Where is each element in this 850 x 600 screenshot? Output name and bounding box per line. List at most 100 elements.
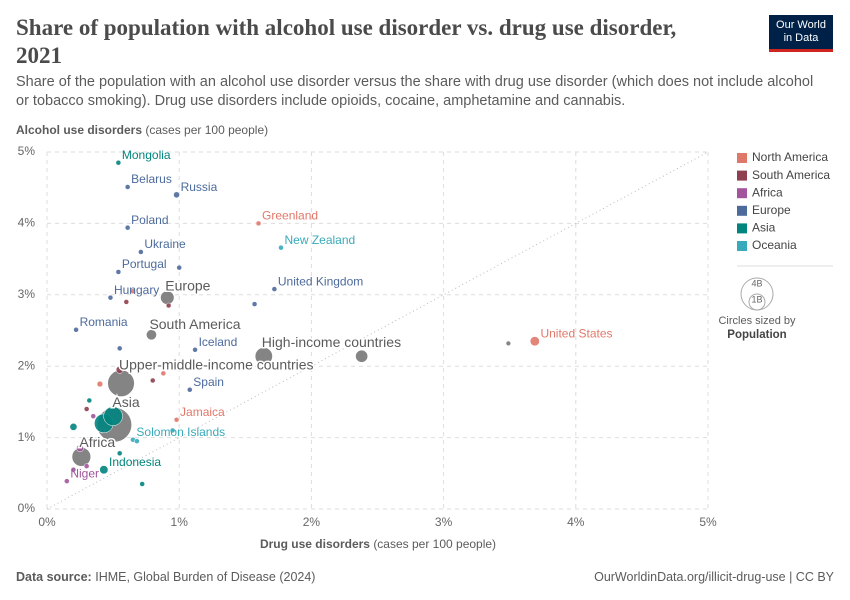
logo-line: in Data bbox=[783, 32, 819, 44]
point bbox=[115, 269, 122, 275]
y-tick-label: 1% bbox=[18, 430, 36, 444]
size-legend-title: Circles sized by bbox=[718, 315, 796, 327]
point bbox=[96, 380, 104, 388]
x-axis-label: Drug use disorders (cases per 100 people… bbox=[260, 537, 496, 551]
chart-subtitle: Share of the population with an alcohol … bbox=[16, 74, 814, 109]
source: Data source: IHME, Global Burden of Dise… bbox=[16, 570, 315, 584]
point bbox=[271, 286, 278, 292]
legend-swatch bbox=[737, 153, 747, 163]
point-label: United States bbox=[540, 326, 612, 340]
point bbox=[107, 294, 114, 301]
point bbox=[83, 406, 90, 412]
y-tick-label: 0% bbox=[18, 501, 36, 515]
point bbox=[83, 463, 90, 469]
point bbox=[139, 481, 145, 487]
point-label: Mongolia bbox=[122, 148, 171, 162]
aggregate-point bbox=[505, 340, 512, 347]
legend-label: Oceania bbox=[752, 238, 797, 252]
legend-swatch bbox=[737, 205, 747, 216]
aggregate-label: Asia bbox=[112, 394, 139, 410]
point bbox=[90, 413, 97, 419]
x-tick-label: 4% bbox=[567, 515, 585, 529]
point bbox=[192, 347, 198, 353]
size-legend-circle bbox=[748, 293, 766, 311]
source-text: IHME, Global Burden of Disease (2024) bbox=[95, 570, 316, 584]
point bbox=[169, 427, 176, 434]
point bbox=[130, 288, 136, 294]
point bbox=[115, 365, 124, 374]
y-tick-label: 4% bbox=[18, 216, 36, 230]
point bbox=[278, 244, 284, 251]
y-tick-label: 5% bbox=[18, 144, 36, 158]
point bbox=[160, 370, 167, 377]
point bbox=[134, 438, 140, 444]
aggregate-point bbox=[145, 329, 158, 341]
aggregate-point bbox=[107, 369, 135, 398]
point bbox=[165, 302, 172, 309]
point-label: Indonesia bbox=[109, 455, 161, 469]
point bbox=[150, 377, 156, 384]
logo[interactable]: Our World in Data bbox=[769, 15, 833, 52]
y-tick-label: 2% bbox=[18, 358, 36, 372]
legend-label: South America bbox=[752, 168, 830, 182]
point bbox=[187, 387, 193, 393]
point-label: Iceland bbox=[199, 335, 238, 349]
point-label: Belarus bbox=[131, 172, 172, 186]
point-label: New Zealand bbox=[284, 233, 355, 247]
point-label: Greenland bbox=[262, 209, 318, 223]
point-label: Romania bbox=[80, 315, 128, 329]
point bbox=[124, 224, 131, 231]
legend-label: Africa bbox=[752, 185, 783, 199]
size-legend-label: 1B bbox=[751, 294, 762, 304]
point-label: Spain bbox=[193, 375, 224, 389]
x-tick-label: 2% bbox=[303, 515, 321, 529]
point bbox=[99, 465, 109, 475]
point bbox=[255, 220, 262, 227]
point bbox=[69, 423, 78, 431]
size-legend-title-bold: Population bbox=[727, 329, 786, 341]
point-label: Portugal bbox=[122, 257, 167, 271]
legend-label: Asia bbox=[752, 221, 776, 235]
point bbox=[86, 397, 93, 404]
point-label: Solomon Islands bbox=[136, 425, 225, 439]
point bbox=[116, 450, 123, 457]
x-axis-label-main: Drug use disorders bbox=[260, 537, 370, 551]
point bbox=[76, 444, 84, 453]
point-label: Jamaica bbox=[180, 405, 225, 419]
point-label: Ukraine bbox=[144, 237, 186, 251]
aggregate-label: Africa bbox=[79, 434, 115, 450]
credit[interactable]: OurWorldinData.org/illicit-drug-use | CC… bbox=[594, 570, 834, 584]
point-label: Poland bbox=[131, 213, 168, 227]
x-tick-label: 3% bbox=[435, 515, 453, 529]
source-label: Data source: bbox=[16, 570, 92, 584]
y-axis-label-main: Alcohol use disorders bbox=[16, 123, 142, 137]
aggregate-label: Upper-middle-income countries bbox=[119, 357, 314, 373]
legend-label: Europe bbox=[752, 203, 791, 217]
legend-swatch bbox=[737, 223, 747, 234]
aggregate-label: High-income countries bbox=[262, 334, 401, 350]
legend-swatch bbox=[737, 241, 747, 251]
y-axis-label-unit: (cases per 100 people) bbox=[145, 123, 268, 137]
aggregate-point bbox=[254, 347, 273, 366]
y-tick-label: 3% bbox=[18, 287, 36, 301]
point-label: United Kingdom bbox=[278, 274, 363, 288]
aggregate-point bbox=[355, 349, 369, 363]
point bbox=[138, 249, 144, 255]
point bbox=[115, 159, 122, 166]
size-legend-label: 4B bbox=[751, 278, 762, 288]
point bbox=[529, 336, 540, 347]
aggregate-label: South America bbox=[149, 316, 240, 332]
x-tick-label: 1% bbox=[171, 515, 189, 529]
point bbox=[169, 320, 176, 327]
x-tick-label: 0% bbox=[38, 515, 56, 529]
logo-line: Our World bbox=[776, 19, 826, 31]
point bbox=[73, 327, 79, 333]
point bbox=[251, 301, 258, 307]
x-axis-label-unit: (cases per 100 people) bbox=[373, 537, 496, 551]
point bbox=[124, 184, 131, 190]
legend-swatch bbox=[737, 188, 747, 199]
aggregate-label: Europe bbox=[165, 277, 210, 293]
point bbox=[173, 191, 180, 199]
point bbox=[176, 264, 182, 271]
